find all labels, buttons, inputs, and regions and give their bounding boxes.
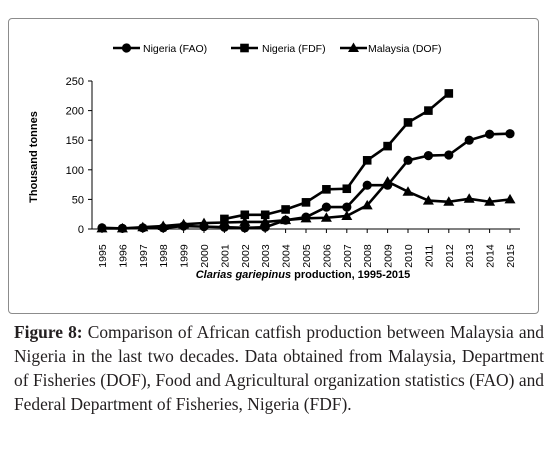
data-point [383,141,392,151]
data-point [259,216,271,226]
data-point [198,217,210,228]
data-point [137,221,149,232]
data-point [443,196,455,206]
legend-item: Malaysia (DOF) [340,42,442,55]
figure-frame [8,18,539,314]
line-chart: Nigeria (FAO) Nigeria (FDF) Malaysia (DOF)… [28,42,520,281]
axes [88,80,520,233]
x-tick-label: 2000 [199,244,211,268]
data-point [320,212,332,222]
x-tick-label: 1998 [158,244,170,268]
data-point [116,222,128,233]
data-point [361,199,373,210]
data-point [342,202,352,212]
data-point [178,218,190,229]
x-tick-label: 2006 [321,244,333,268]
data-point [464,135,474,145]
figure-label: Figure 8: [14,322,83,342]
legend-label: Malaysia (DOF) [368,43,442,55]
x-tick-labels: 1995 1996 1997 1998 1999 2000 2001 2002 2003 2004… [97,244,517,268]
legend-marker [348,42,359,52]
y-tick-label: 50 [72,194,84,206]
figure-caption: Figure 8: Comparison of African catfish … [14,320,544,416]
data-point [362,180,372,190]
series-2 [220,89,454,224]
y-tick-label: 250 [66,76,84,88]
series-line [224,92,450,221]
x-tick-label: 2005 [301,244,313,268]
series-layer [96,89,516,234]
data-point [402,186,414,196]
legend: Nigeria (FAO) Nigeria (FDF) Malaysia (DOF) [113,42,442,55]
data-point [403,118,413,127]
x-tick-label: 2013 [464,244,476,268]
data-point [422,195,434,205]
data-point [301,198,311,207]
legend-item: Nigeria (FAO) [113,43,207,55]
data-point [424,106,433,115]
x-tick-label: 2015 [505,244,517,268]
data-point [280,214,292,225]
data-point [322,185,331,194]
data-point [342,184,352,194]
x-tick-label: 2011 [423,245,435,268]
data-point [403,155,413,165]
data-point [505,129,515,139]
x-tick-label: 2004 [281,244,293,268]
x-tick-label: 1999 [179,244,191,268]
data-point [300,212,312,223]
data-point [96,222,108,233]
data-point [341,210,353,220]
data-point [504,193,516,204]
data-point [260,210,270,220]
caption-text: Comparison of African catfish production… [14,322,544,414]
x-tick-label: 2003 [260,244,272,268]
x-tick-label: 2007 [342,244,354,268]
y-tick-label: 200 [66,106,84,118]
legend-label: Nigeria (FAO) [143,43,207,55]
y-tick-labels: 0 50 100 150 200 250 [66,76,84,236]
y-tick-label: 150 [66,135,84,147]
x-tick-label: 1995 [97,244,109,268]
data-point [485,129,495,139]
x-tick-label: 2014 [485,244,497,268]
data-point [444,150,454,160]
legend-label: Nigeria (FDF) [262,43,326,55]
y-tick-label: 100 [66,165,84,177]
data-point [423,150,433,161]
data-point [240,210,250,220]
x-tick-label: 2002 [240,244,252,268]
x-tick-label: 2008 [362,244,374,268]
legend-marker [240,43,249,53]
data-point [463,193,475,203]
x-tick-label: 1997 [138,244,150,268]
x-tick-label: 2010 [403,244,415,268]
data-point [218,216,230,227]
data-point [321,202,331,212]
data-point [281,205,290,214]
y-axis-title: Thousand tonnes [28,111,40,203]
data-point [362,156,372,165]
data-point [239,216,251,226]
x-tick-label: 1996 [117,244,129,268]
x-axis-title: Clarias gariepinus production, 1995-2015 [196,269,411,281]
x-tick-label: 2009 [383,244,395,268]
data-point [157,220,169,231]
x-tick-label: 2012 [444,244,456,268]
legend-item: Nigeria (FDF) [231,43,326,55]
series-3 [96,176,516,233]
data-point [444,89,454,98]
y-tick-label: 0 [78,224,84,236]
x-tick-label: 2001 [219,244,231,268]
data-point [484,196,496,206]
legend-marker [121,43,132,53]
data-point [382,176,394,186]
